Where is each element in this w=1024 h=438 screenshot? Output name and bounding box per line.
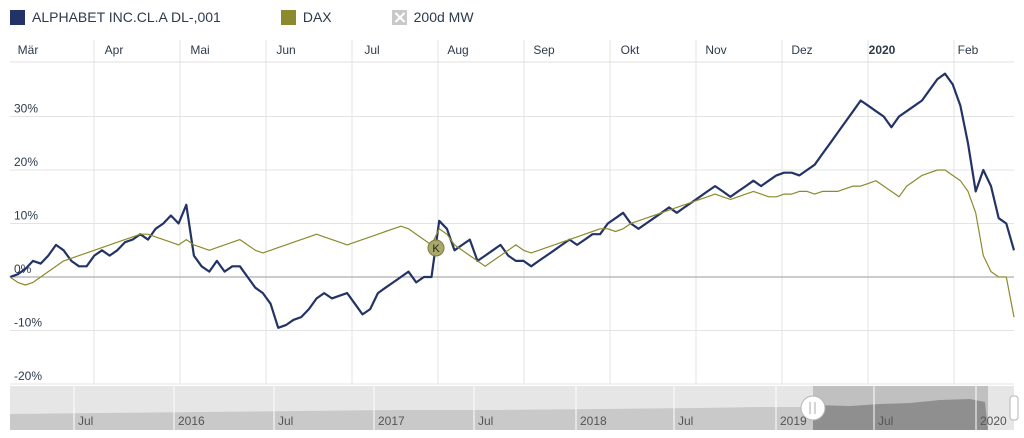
navigator-label: 2018 [580,414,607,428]
series-line-dax [9,169,1015,318]
navigator[interactable]: Jul 2016 Jul 2017 Jul 2018 Jul 2019 Jul 2020 [10,386,1019,430]
navigator-series-selected [813,399,988,430]
alphabet-swatch [10,9,25,25]
navigator-label: 2019 [780,414,807,428]
y-tick-label: 10% [14,209,38,223]
x-tick-label: Dez [791,43,812,57]
navigator-label: 2016 [178,414,205,428]
x-tick-label: 2020 [869,43,896,57]
navigator-label: Jul [78,414,93,428]
navigator-handle-left[interactable] [800,395,826,421]
marker-label: K [432,243,440,255]
x-gridlines [10,40,1014,384]
event-marker[interactable]: K [427,239,445,257]
x-tick-label: Sep [533,43,555,57]
y-tick-label: -20% [14,369,42,383]
x-tick-label: Aug [447,43,468,57]
navigator-label: Jul [278,414,293,428]
series-group [9,72,1016,329]
x-tick-label: Jul [364,43,379,57]
legend-label-alphabet: ALPHABET INC.CL.A DL-,001 [32,9,221,25]
navigator-labels: Jul 2016 Jul 2017 Jul 2018 Jul 2019 Jul 2020 [73,386,1007,430]
y-tick-label: 30% [14,102,38,116]
y-tick-label: -10% [14,316,42,330]
legend-label-dax: DAX [302,9,332,25]
y-gridlines [10,116,1014,385]
x-tick-label: Nov [705,43,726,57]
x-axis-labels: Mär Apr Mai Jun Jul Aug Sep Okt Nov Dez 2020 Feb [18,43,979,57]
navigator-label: 2017 [378,414,405,428]
dax-swatch [280,9,296,25]
navigator-label: 2020 [980,414,1007,428]
navigator-label: Jul [878,414,893,428]
chart-legend: ALPHABET INC.CL.A DL-,001 DAX 200d MW [10,6,534,28]
x-tick-label: Okt [621,43,640,57]
legend-item-200d-mw[interactable]: 200d MW [391,9,474,25]
navigator-series [10,407,813,430]
x-tick-label: Mai [190,43,209,57]
navigator-label: Jul [478,414,493,428]
y-tick-label: 20% [14,155,38,169]
legend-item-dax[interactable]: DAX [280,9,332,25]
navigator-label: Jul [678,414,693,428]
y-axis-labels: 30%20%10%0%-10%-20% [14,102,42,384]
legend-item-alphabet[interactable]: ALPHABET INC.CL.A DL-,001 [10,9,221,25]
x-tick-label: Apr [105,43,124,57]
series-line-alphabet [9,72,1016,329]
x-tick-label: Feb [958,43,979,57]
legend-label-200d-mw: 200d MW [413,9,474,25]
close-icon [391,9,407,25]
navigator-handle-right[interactable] [1009,395,1019,421]
x-tick-label: Mär [18,43,39,57]
x-tick-label: Jun [276,43,295,57]
